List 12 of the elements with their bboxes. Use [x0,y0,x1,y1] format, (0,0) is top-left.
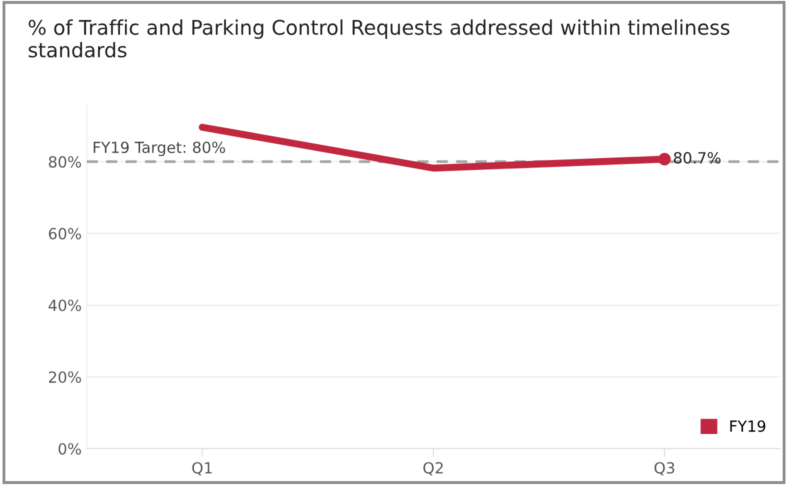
data-label: 80.7% [674,152,721,164]
x-tick-label: Q2 [423,462,443,476]
x-tick-label: Q1 [192,462,212,476]
chart-title: % of Traffic and Parking Control Requests addressed within timeliness standards [28,19,730,58]
ref-line-label: FY19 Target: 80% [94,142,226,156]
y-tick-label: 60% [48,228,81,240]
legend-label: FY19 [730,420,766,432]
y-tick-label: 80% [48,156,81,168]
y-tick-label: 20% [48,371,81,383]
y-tick-label: 0% [58,443,81,455]
x-tick-label: Q3 [654,462,674,476]
y-tick-label: 40% [48,300,81,312]
